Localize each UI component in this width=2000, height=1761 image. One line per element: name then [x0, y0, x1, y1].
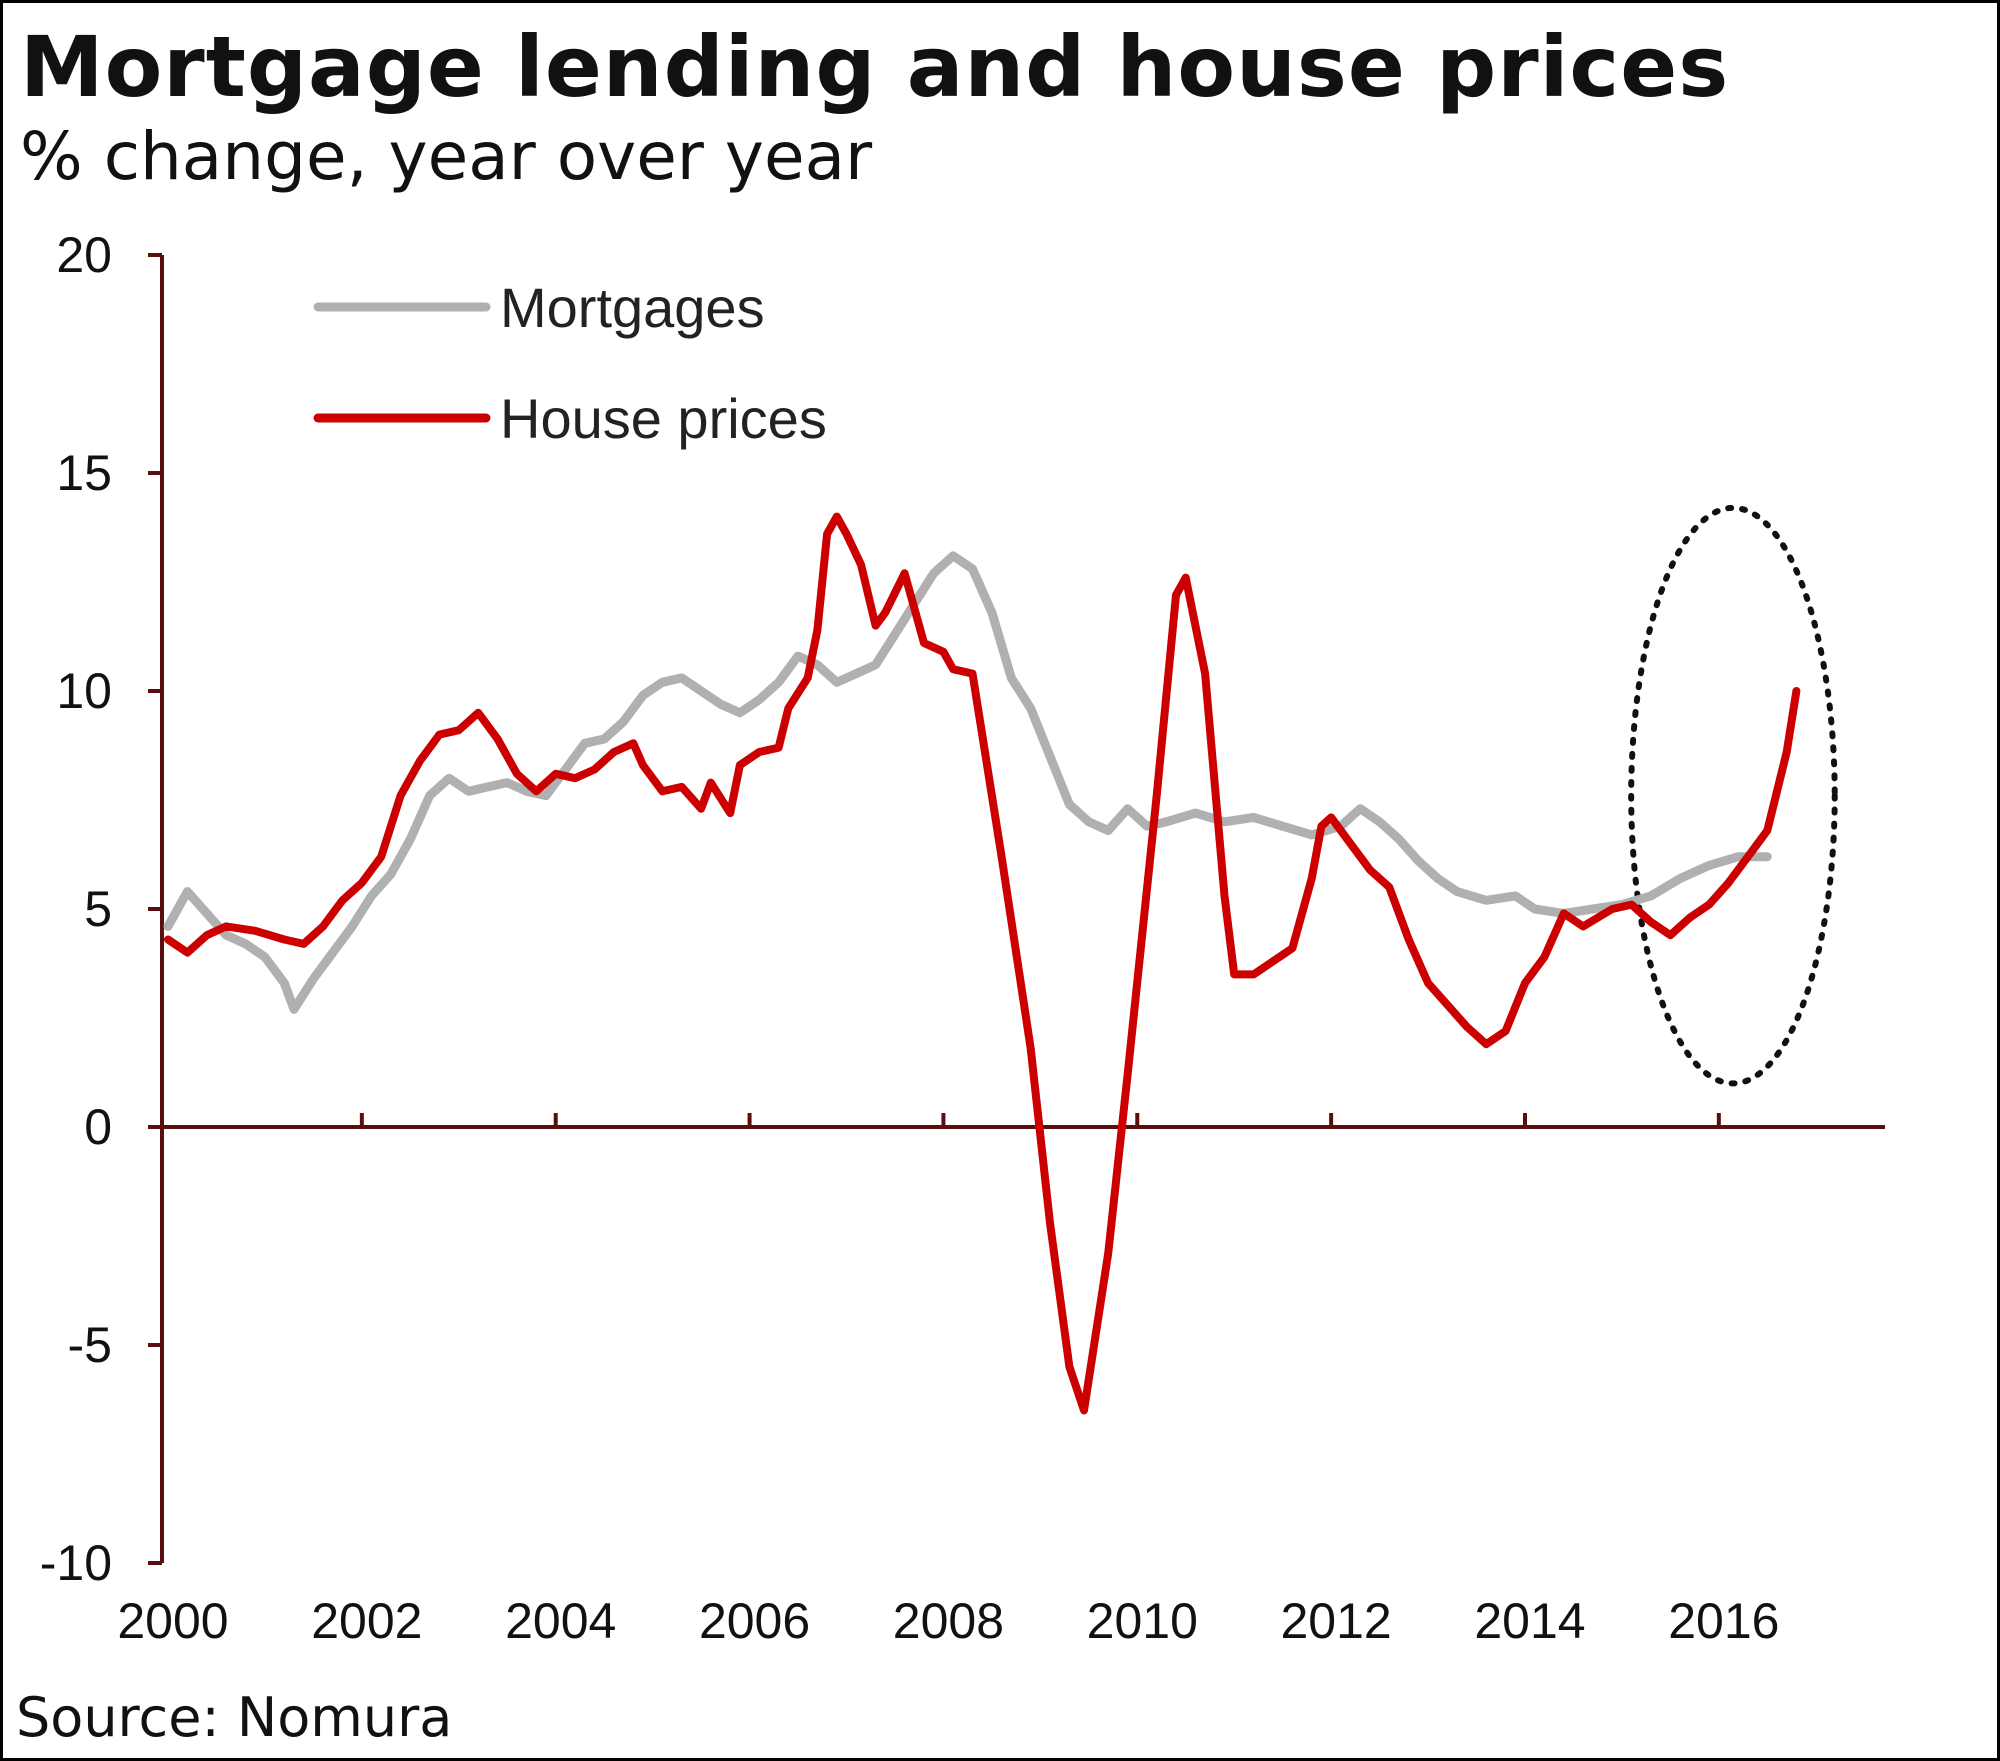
highlight-ellipse — [1628, 504, 1838, 1087]
x-tick-label: 2002 — [311, 1593, 422, 1649]
x-tick-label: 2006 — [699, 1593, 810, 1649]
series-lines — [163, 512, 1801, 1415]
x-tick-label: 2010 — [1087, 1593, 1198, 1649]
y-tick-label: 0 — [84, 1099, 112, 1155]
x-tick-label: 2004 — [505, 1593, 616, 1649]
x-tick-label: 2014 — [1474, 1593, 1585, 1649]
x-tick-label: 2016 — [1668, 1593, 1779, 1649]
y-tick-label: 10 — [56, 663, 112, 719]
legend-label-house-prices: House prices — [500, 387, 827, 450]
y-tick-label: -10 — [40, 1535, 112, 1591]
series-line-house-prices — [164, 512, 1801, 1415]
series-line-mortgages — [163, 551, 1772, 1014]
y-tick-label: 5 — [84, 881, 112, 937]
y-tick-label: -5 — [68, 1317, 112, 1373]
y-tick-label: 15 — [56, 445, 112, 501]
x-tick-label: 2012 — [1281, 1593, 1392, 1649]
x-tick-label: 2008 — [893, 1593, 1004, 1649]
x-tick-label: 2000 — [117, 1593, 228, 1649]
highlight-annotation — [1628, 504, 1838, 1087]
chart-title: Mortgage lending and house prices — [20, 18, 1730, 116]
chart-subtitle: % change, year over year — [20, 118, 873, 195]
legend-label-mortgages: Mortgages — [500, 276, 765, 339]
source-note: Source: Nomura — [16, 1686, 453, 1749]
y-tick-label: 20 — [56, 227, 112, 283]
legend: Mortgages House prices — [313, 276, 827, 450]
